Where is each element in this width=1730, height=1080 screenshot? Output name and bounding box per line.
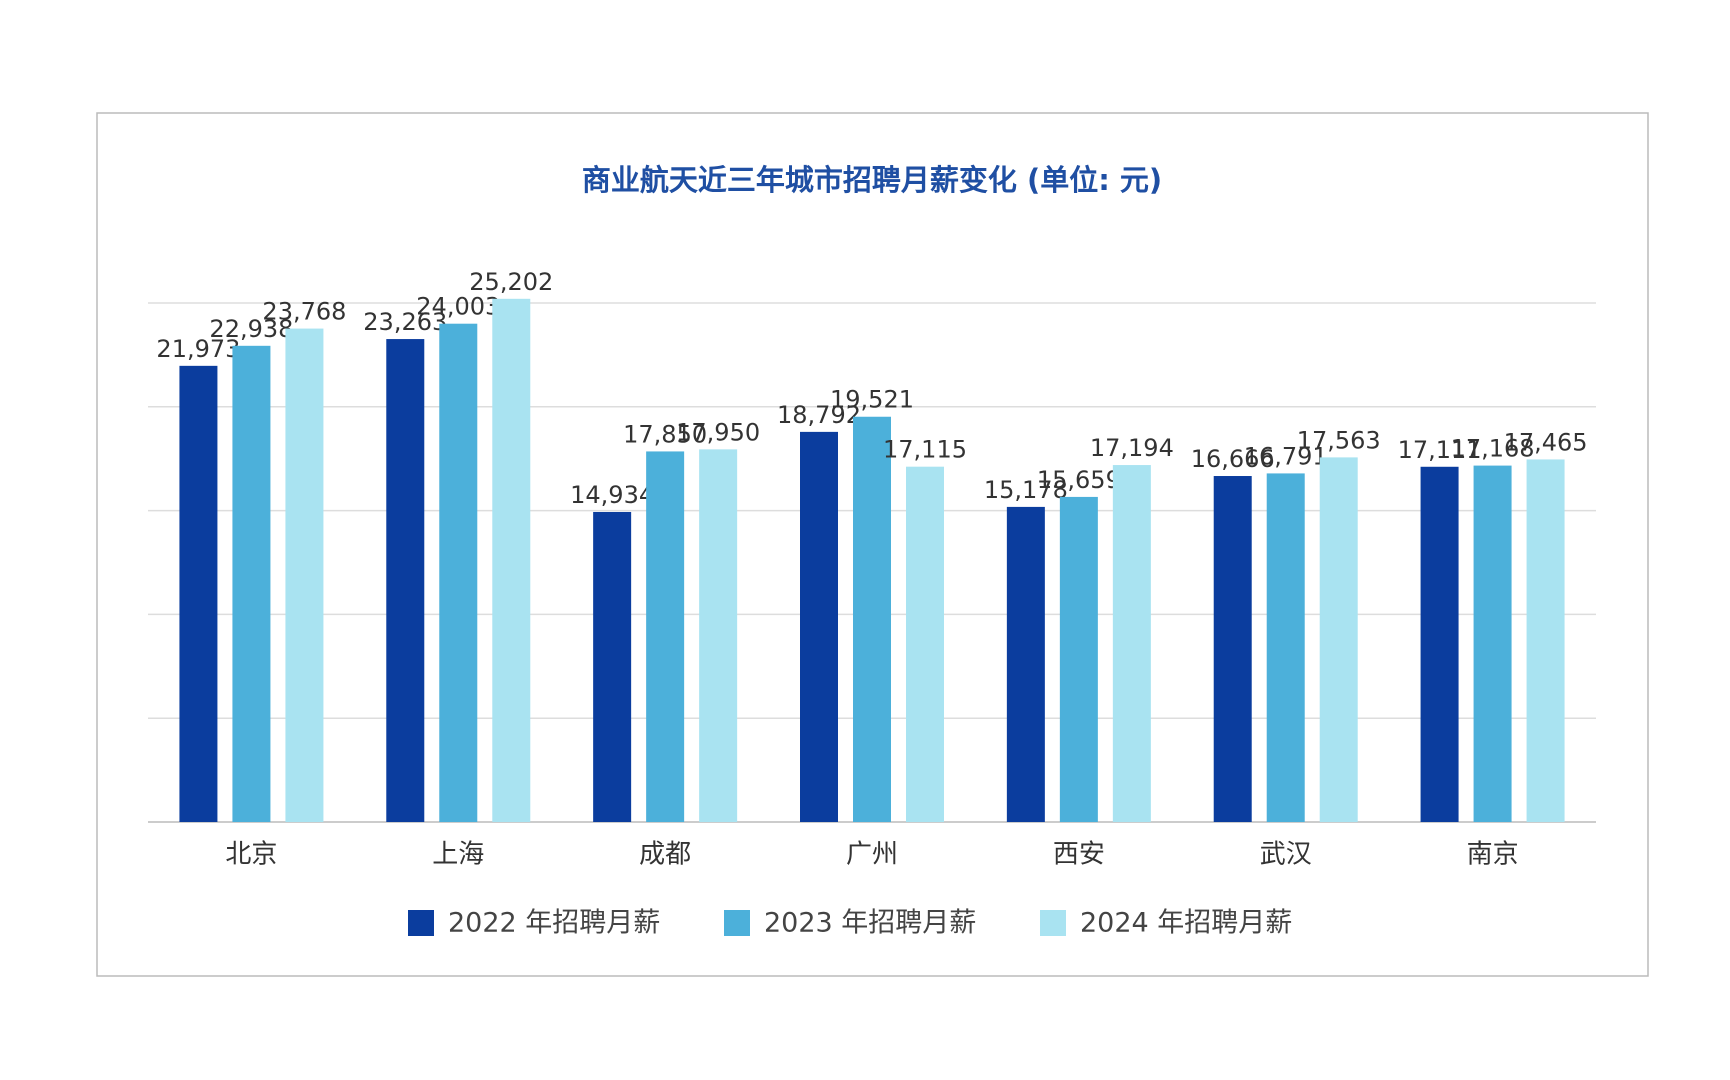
- x-tick-label: 上海: [432, 840, 484, 870]
- bar: [285, 328, 324, 822]
- value-label: 16,791: [1244, 442, 1328, 470]
- value-label: 17,465: [1504, 428, 1588, 456]
- bar: [232, 345, 271, 822]
- x-tick-label: 成都: [639, 840, 691, 870]
- bar: [386, 339, 425, 822]
- value-label: 15,178: [984, 476, 1068, 504]
- value-label: 17,168: [1451, 435, 1535, 463]
- legend-label: 2022 年招聘月薪: [448, 908, 660, 939]
- value-label: 23,263: [363, 308, 447, 336]
- x-tick-label: 北京: [225, 840, 277, 870]
- legend-swatch: [724, 910, 750, 936]
- x-tick-label: 广州: [846, 840, 898, 870]
- value-label: 16,666: [1191, 445, 1275, 473]
- value-label: 17,194: [1090, 434, 1174, 462]
- value-label: 24,003: [416, 293, 500, 321]
- legend-label: 2023 年招聘月薪: [764, 908, 976, 939]
- value-label: 17,115: [883, 436, 967, 464]
- bar: [492, 298, 531, 822]
- x-tick-label: 西安: [1053, 840, 1105, 870]
- bar: [1420, 466, 1459, 822]
- value-label: 19,521: [830, 386, 914, 414]
- chart-title: 商业航天近三年城市招聘月薪变化 (单位: 元): [582, 163, 1162, 197]
- bar: [439, 323, 478, 822]
- bar: [179, 365, 218, 822]
- bar: [853, 416, 891, 822]
- value-label: 25,202: [469, 268, 553, 296]
- bar: [1112, 465, 1151, 822]
- legend-label: 2024 年招聘月薪: [1080, 908, 1292, 939]
- value-label: 23,768: [262, 298, 346, 326]
- value-label: 15,659: [1037, 466, 1121, 494]
- legend-swatch: [408, 910, 434, 936]
- value-label: 22,938: [209, 315, 293, 343]
- bar: [1059, 496, 1098, 822]
- bar: [699, 449, 738, 822]
- value-label: 21,973: [156, 335, 240, 363]
- x-tick-label: 南京: [1467, 840, 1519, 870]
- value-label: 14,934: [570, 481, 654, 509]
- legend-swatch: [1040, 910, 1066, 936]
- bar: [593, 511, 632, 822]
- bar: [1526, 459, 1565, 822]
- value-label: 18,792: [777, 401, 861, 429]
- value-label: 17,111: [1398, 436, 1482, 464]
- bar: [1319, 457, 1358, 822]
- bar: [1266, 473, 1305, 822]
- bar: [1006, 506, 1045, 822]
- bar: [800, 431, 838, 822]
- bar: [646, 451, 685, 822]
- bar: [906, 466, 944, 822]
- value-label: 17,850: [623, 420, 707, 448]
- value-label: 17,563: [1297, 426, 1381, 454]
- bar: [1213, 476, 1252, 822]
- value-label: 17,950: [676, 418, 760, 446]
- bar: [1473, 465, 1512, 822]
- x-tick-label: 武汉: [1260, 840, 1312, 870]
